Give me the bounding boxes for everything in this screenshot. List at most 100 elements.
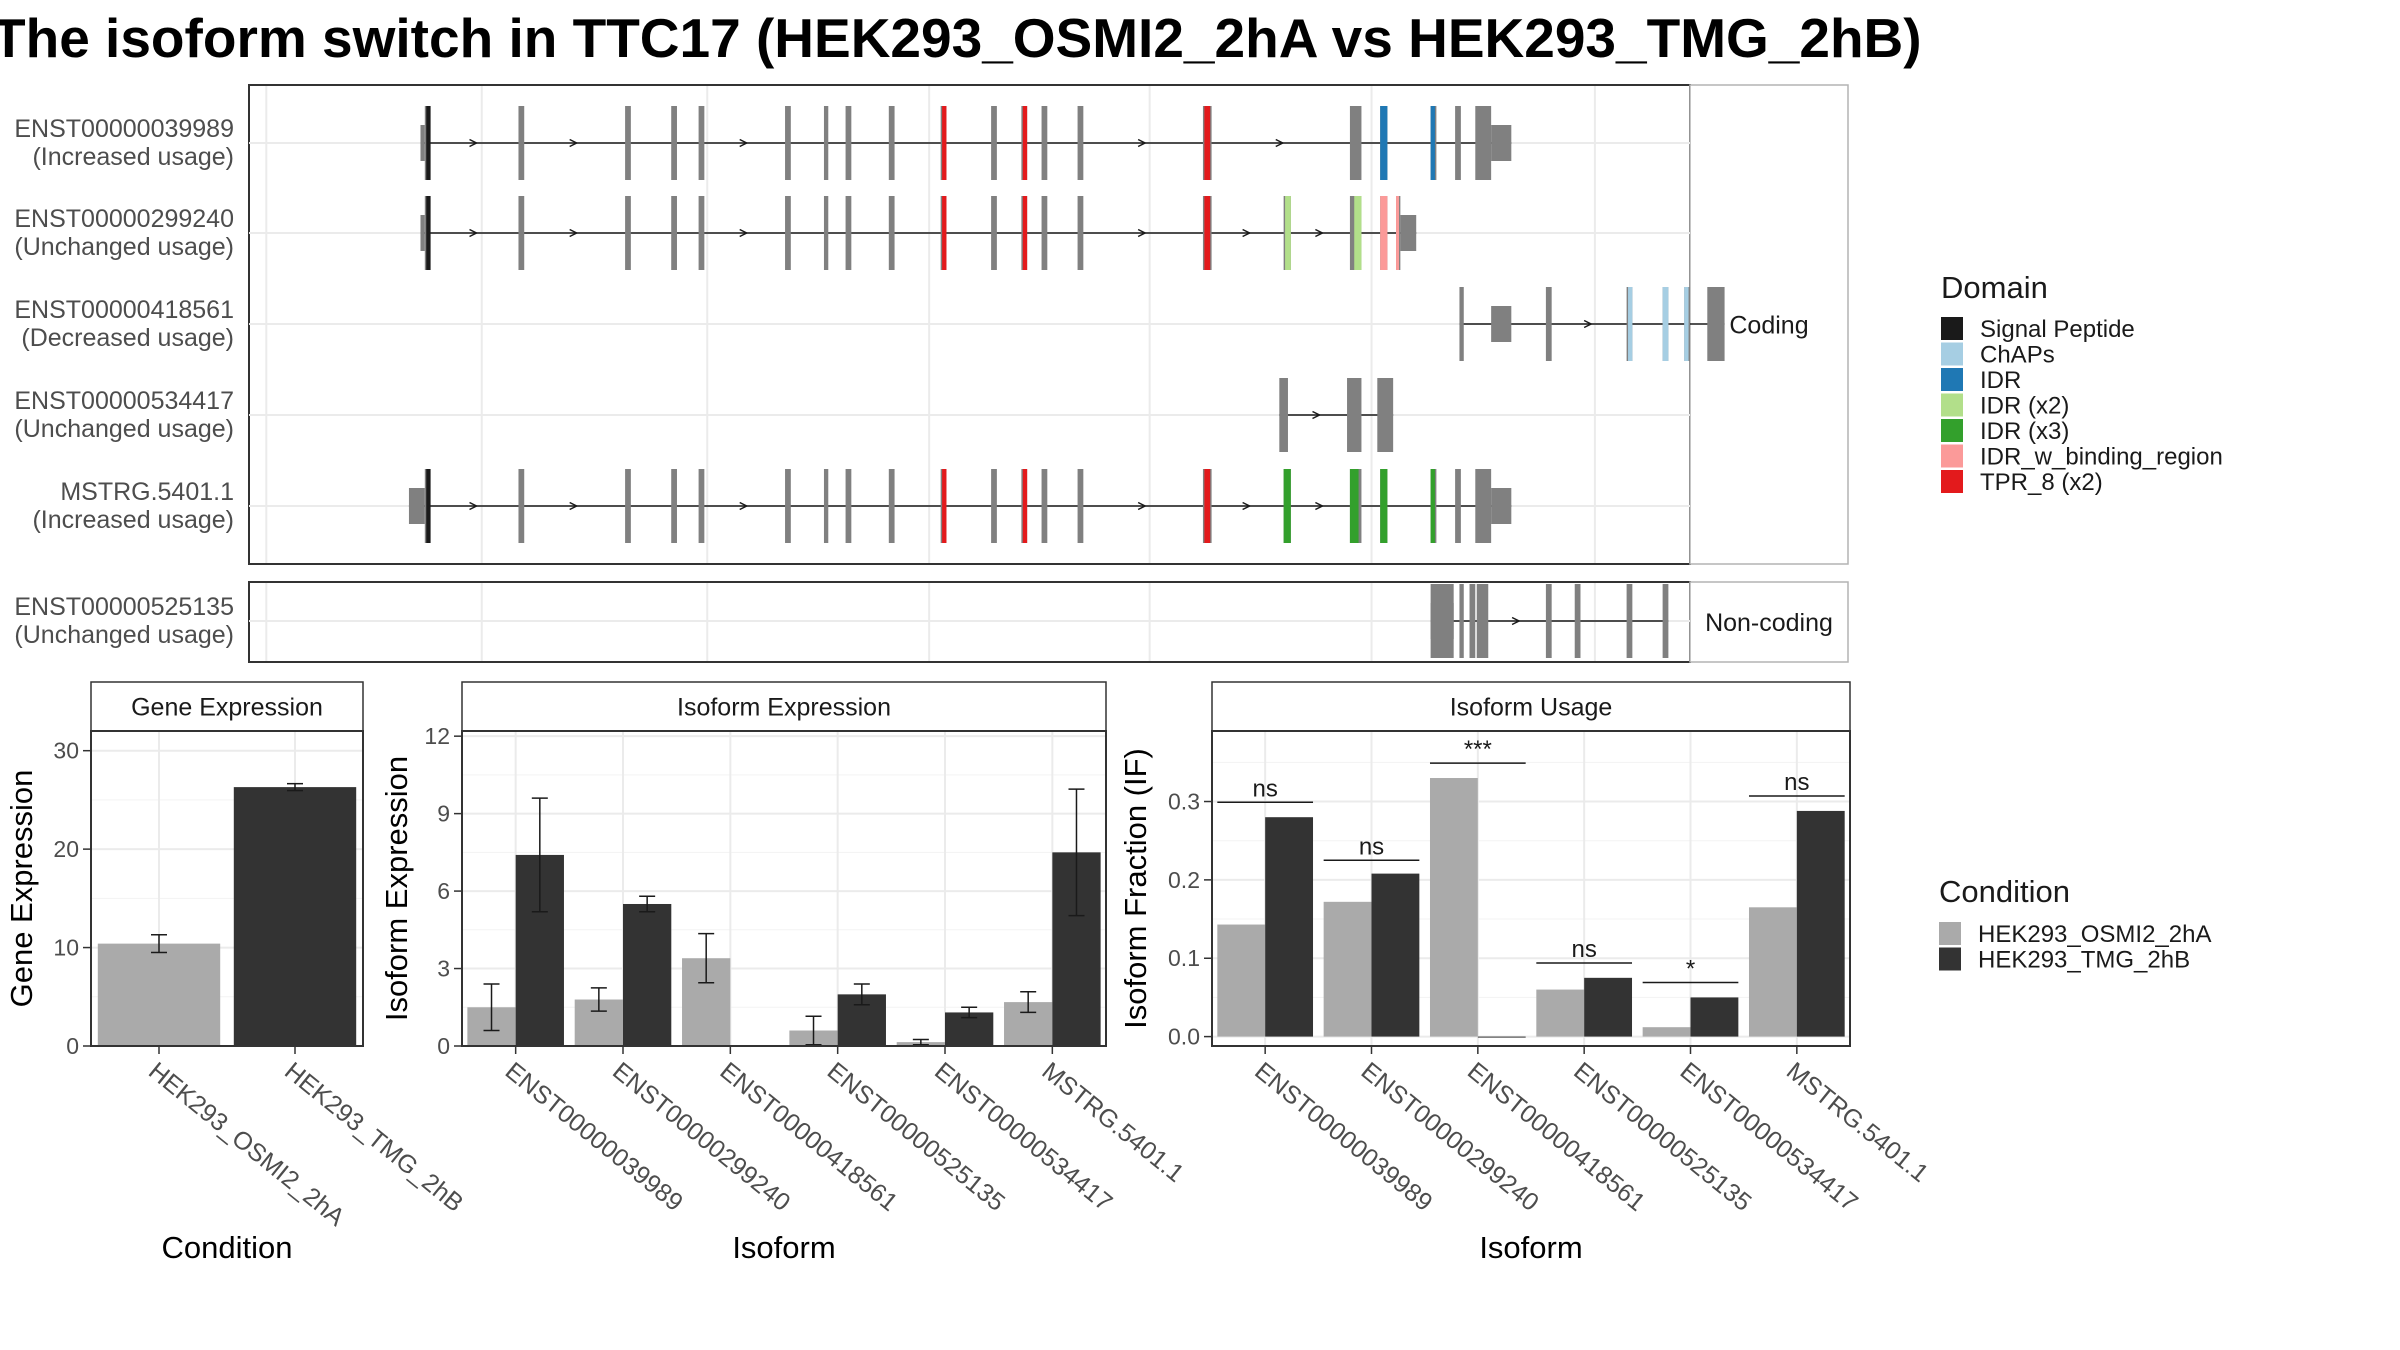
panel-border — [90, 730, 364, 1047]
isoform-id-label: ENST00000299240 — [14, 205, 234, 233]
y-tick-label: 0 — [437, 1033, 450, 1059]
direction-arrow — [569, 501, 579, 511]
isoform-usage-label: (Unchanged usage) — [14, 621, 234, 649]
y-axis-title: Isoform Fraction (IF) — [1118, 748, 1153, 1029]
utr-block — [420, 125, 425, 161]
legend-item-label: TPR_8 (x2) — [1980, 469, 2103, 496]
domain-block — [1354, 196, 1362, 270]
domain-block — [1430, 106, 1435, 180]
y-axis-title: Isoform Expression — [379, 756, 414, 1021]
exon-block — [845, 106, 852, 180]
x-tick-label: ENST00000418561 — [715, 1057, 903, 1217]
bar — [97, 943, 221, 1046]
x-axis-title: Isoform — [1479, 1230, 1582, 1265]
legend-swatch — [1941, 342, 1963, 366]
direction-arrow — [469, 501, 479, 511]
exon-block — [991, 469, 997, 543]
exon-block — [1455, 106, 1461, 180]
exon-block — [518, 196, 525, 270]
legend-item-label: IDR_w_binding_region — [1980, 444, 2223, 471]
bar — [233, 787, 357, 1046]
domain-block — [1022, 106, 1028, 180]
exon-block — [698, 196, 705, 270]
direction-arrow — [1315, 228, 1325, 238]
isoform-usage-label: (Unchanged usage) — [14, 415, 234, 443]
isoform-expression-chart: Isoform ExpressionENST00000039989ENST000… — [379, 681, 1189, 1265]
chart-strip — [1211, 681, 1851, 732]
domain-block — [1684, 287, 1689, 361]
bar — [623, 903, 672, 1046]
domain-block — [1380, 196, 1388, 270]
facet-strip — [1689, 581, 1849, 663]
domain-block — [426, 196, 431, 270]
isoform-usage-label: (Unchanged usage) — [14, 233, 234, 261]
exon-block — [1041, 469, 1048, 543]
exon-block — [625, 196, 631, 270]
figure-title: The isoform switch in TTC17 (HEK293_OSMI… — [0, 7, 1922, 69]
exon-block — [1707, 287, 1725, 361]
y-tick-label: 10 — [53, 935, 79, 961]
bar — [1584, 977, 1633, 1037]
direction-arrow — [1315, 501, 1325, 511]
exon-block — [1459, 287, 1464, 361]
direction-arrow — [469, 138, 479, 148]
legend-item-label: ChAPs — [1980, 342, 2055, 369]
legend-item-label: HEK293_OSMI2_2hA — [1978, 921, 2211, 948]
exon-block — [1469, 584, 1476, 658]
y-tick-label: 12 — [424, 723, 450, 749]
isoform-id-label: ENST00000534417 — [14, 387, 234, 415]
x-tick-label: ENST00000039989 — [500, 1057, 688, 1217]
exon-block — [1077, 106, 1084, 180]
chart-title: Gene Expression — [131, 694, 323, 722]
panel-border — [461, 730, 1107, 1047]
x-axis-title: Condition — [162, 1230, 293, 1265]
exon-block — [1455, 469, 1461, 543]
legend-swatch — [1941, 419, 1963, 442]
exon-block — [1077, 469, 1084, 543]
exon-block — [1349, 106, 1362, 180]
isoform-usage-label: (Increased usage) — [32, 143, 234, 171]
domain-block — [1662, 287, 1669, 361]
legend-item-label: IDR (x3) — [1980, 418, 2069, 445]
exon-block — [1377, 378, 1394, 452]
domain-block — [1349, 469, 1359, 543]
y-tick-label: 0 — [66, 1033, 79, 1059]
exon-block — [1347, 378, 1362, 452]
direction-arrow — [1137, 228, 1147, 238]
isoform-usage-chart: Isoform Usage ENST00000039989ENST00000299… — [1118, 681, 1934, 1265]
significance-label: * — [1686, 956, 1695, 983]
exon-block — [1662, 584, 1669, 658]
y-tick-label: 6 — [437, 878, 450, 904]
direction-arrow — [739, 228, 749, 238]
domain-block — [1204, 469, 1211, 543]
domain-block — [1204, 106, 1211, 180]
direction-arrow — [1583, 319, 1593, 329]
legend-swatch — [1941, 444, 1963, 468]
facet-label: Coding — [1729, 312, 1808, 340]
exon-block — [888, 196, 895, 270]
exon-block — [518, 106, 525, 180]
bar — [1371, 873, 1420, 1037]
y-tick-label: 20 — [53, 836, 79, 862]
exon-block — [785, 196, 791, 270]
domain-block — [1380, 469, 1388, 543]
domain-block — [426, 106, 431, 180]
chart-title: Isoform Usage — [1450, 694, 1613, 722]
isoform-id-label: ENST00000418561 — [14, 296, 234, 324]
exon-block — [1475, 106, 1492, 180]
bar — [1642, 1027, 1691, 1037]
exon-block — [845, 196, 852, 270]
domain-block — [1204, 196, 1211, 270]
exon-block — [991, 196, 997, 270]
exon-block — [1476, 584, 1489, 658]
direction-arrow — [1242, 228, 1252, 238]
bar — [1265, 817, 1314, 1037]
legend-item-label: HEK293_TMG_2hB — [1978, 947, 2190, 974]
legend-swatch — [1941, 317, 1963, 340]
direction-arrow — [569, 138, 579, 148]
exon-block — [1574, 584, 1581, 658]
x-tick-label: ENST00000525135 — [822, 1057, 1010, 1217]
exon-block — [698, 469, 705, 543]
